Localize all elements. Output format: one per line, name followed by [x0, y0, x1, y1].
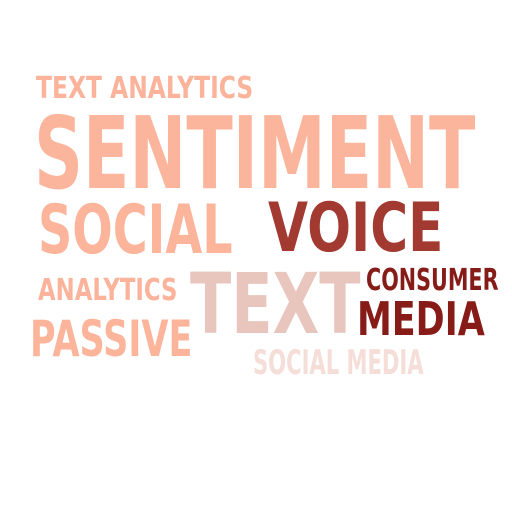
word-social-media: SOCIAL MEDIA [253, 343, 424, 383]
word-voice: VOICE [268, 189, 444, 268]
word-media: MEDIA [357, 292, 485, 346]
word-sentiment: SENTIMENT [34, 95, 476, 212]
word-social: SOCIAL [38, 191, 233, 270]
word-text-analytics: TEXT ANALYTICS [36, 71, 254, 106]
word-consumer: CONSUMER [366, 263, 499, 298]
word-analytics: ANALYTICS [38, 273, 178, 308]
word-text: TEXT [190, 255, 361, 353]
word-passive: PASSIVE [30, 310, 193, 368]
